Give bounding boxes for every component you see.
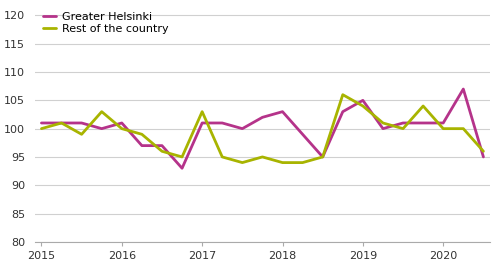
Greater Helsinki: [280, 110, 286, 113]
Line: Greater Helsinki: Greater Helsinki: [41, 89, 484, 168]
Rest of the country: [481, 150, 487, 153]
Rest of the country: [340, 93, 346, 96]
Rest of the country: [219, 155, 225, 158]
Greater Helsinki: [400, 121, 406, 125]
Rest of the country: [139, 133, 145, 136]
Rest of the country: [400, 127, 406, 130]
Rest of the country: [420, 104, 426, 108]
Rest of the country: [59, 121, 65, 125]
Rest of the country: [79, 133, 84, 136]
Greater Helsinki: [440, 121, 446, 125]
Rest of the country: [300, 161, 306, 164]
Greater Helsinki: [159, 144, 165, 147]
Greater Helsinki: [340, 110, 346, 113]
Greater Helsinki: [380, 127, 386, 130]
Rest of the country: [119, 127, 125, 130]
Greater Helsinki: [320, 155, 326, 158]
Greater Helsinki: [199, 121, 205, 125]
Rest of the country: [440, 127, 446, 130]
Rest of the country: [259, 155, 265, 158]
Rest of the country: [280, 161, 286, 164]
Rest of the country: [39, 127, 44, 130]
Rest of the country: [240, 161, 246, 164]
Rest of the country: [99, 110, 105, 113]
Greater Helsinki: [59, 121, 65, 125]
Rest of the country: [199, 110, 205, 113]
Rest of the country: [179, 155, 185, 158]
Line: Rest of the country: Rest of the country: [41, 95, 484, 163]
Greater Helsinki: [79, 121, 84, 125]
Greater Helsinki: [460, 87, 466, 91]
Rest of the country: [320, 155, 326, 158]
Legend: Greater Helsinki, Rest of the country: Greater Helsinki, Rest of the country: [41, 10, 170, 37]
Rest of the country: [380, 121, 386, 125]
Greater Helsinki: [99, 127, 105, 130]
Greater Helsinki: [119, 121, 125, 125]
Rest of the country: [460, 127, 466, 130]
Greater Helsinki: [259, 116, 265, 119]
Greater Helsinki: [360, 99, 366, 102]
Greater Helsinki: [481, 155, 487, 158]
Greater Helsinki: [139, 144, 145, 147]
Greater Helsinki: [179, 167, 185, 170]
Greater Helsinki: [240, 127, 246, 130]
Greater Helsinki: [39, 121, 44, 125]
Greater Helsinki: [420, 121, 426, 125]
Rest of the country: [159, 150, 165, 153]
Greater Helsinki: [219, 121, 225, 125]
Rest of the country: [360, 104, 366, 108]
Greater Helsinki: [300, 133, 306, 136]
